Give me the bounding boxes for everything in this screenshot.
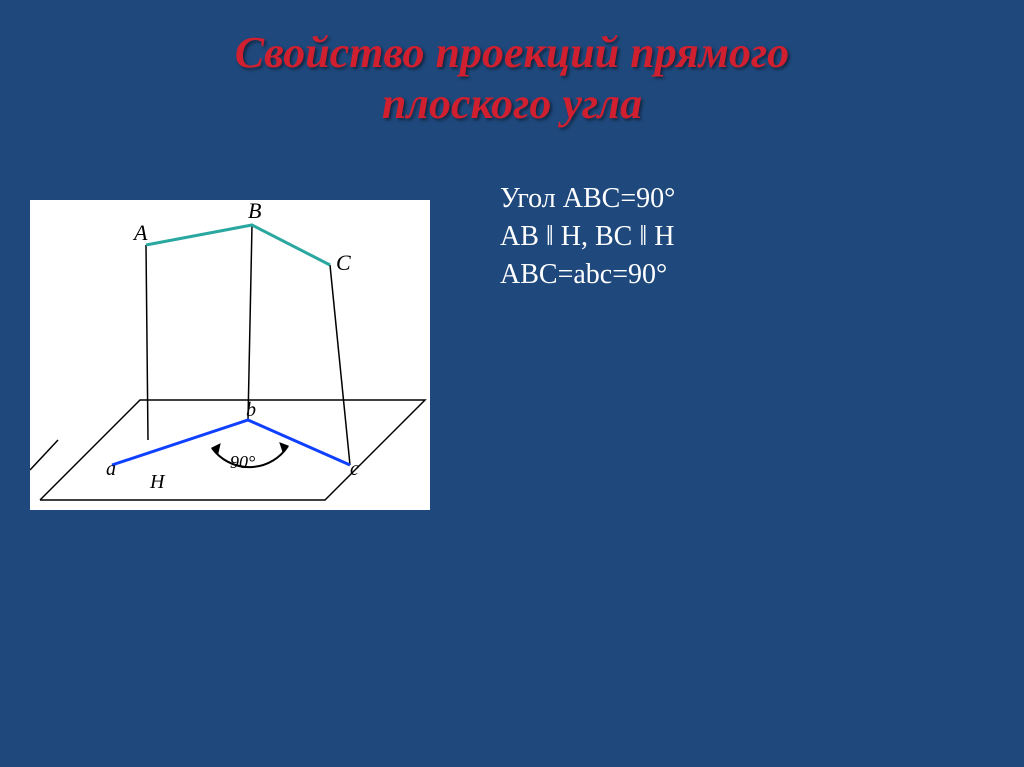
- title-line-1: Свойство проекций прямого: [0, 28, 1024, 79]
- svg-text:A: A: [132, 220, 148, 245]
- title-line-2: плоского угла: [0, 79, 1024, 130]
- projection-diagram: A B Ca b c H 90°: [30, 200, 430, 510]
- svg-text:B: B: [248, 200, 261, 223]
- text-line-1: Угол АВС=90°: [500, 180, 675, 218]
- svg-text:C: C: [336, 250, 351, 275]
- slide: Свойство проекций прямого плоского угла …: [0, 0, 1024, 767]
- svg-text:90°: 90°: [230, 452, 255, 472]
- content-row: A B Ca b c H 90° Угол АВС=90° АВ ‖ Н, ВС ‖ Н А…: [0, 170, 1024, 510]
- text-line-3: АВС=аbc=90°: [500, 256, 675, 294]
- slide-title: Свойство проекций прямого плоского угла: [0, 0, 1024, 129]
- svg-text:H: H: [149, 471, 166, 493]
- svg-text:c: c: [350, 458, 359, 480]
- text-line-2: АВ ‖ Н, ВС ‖ Н: [500, 218, 675, 256]
- svg-text:a: a: [106, 458, 116, 480]
- diagram-container: A B Ca b c H 90°: [30, 200, 430, 510]
- properties-text: Угол АВС=90° АВ ‖ Н, ВС ‖ Н АВС=аbc=90°: [500, 180, 675, 293]
- svg-text:b: b: [246, 399, 256, 421]
